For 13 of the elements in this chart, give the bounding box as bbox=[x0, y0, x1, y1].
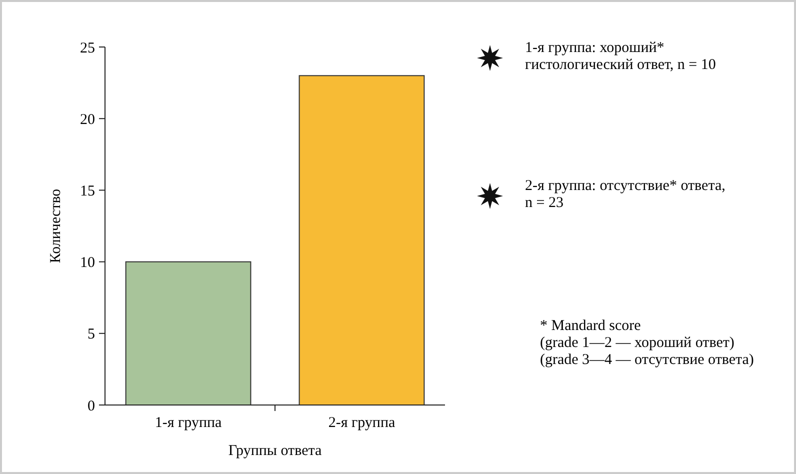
y-tick-label: 10 bbox=[80, 255, 95, 272]
y-axis-title: Количество bbox=[48, 188, 64, 264]
y-tick-label: 25 bbox=[80, 40, 95, 56]
text: * Mandard score (grade 1—2 — хороший ответ) (grade 3—4 — отсутствие ответа) bbox=[540, 318, 754, 368]
x-tick-label: 2-я группа bbox=[328, 415, 396, 431]
y-tick-label: 20 bbox=[80, 112, 95, 128]
y-tick-label: 15 bbox=[80, 183, 95, 200]
x-axis-title: Группы ответа bbox=[228, 443, 322, 459]
x-tick-label: 1-я группа bbox=[154, 415, 222, 431]
y-tick-label: 5 bbox=[88, 326, 95, 343]
y-tick-label: 0 bbox=[88, 398, 95, 414]
text: 2-я группа: отсутствие* ответа, n = 23 bbox=[525, 178, 726, 211]
text: 1-я группа: хороший* гистологический ответ, n = 10 bbox=[525, 40, 716, 73]
